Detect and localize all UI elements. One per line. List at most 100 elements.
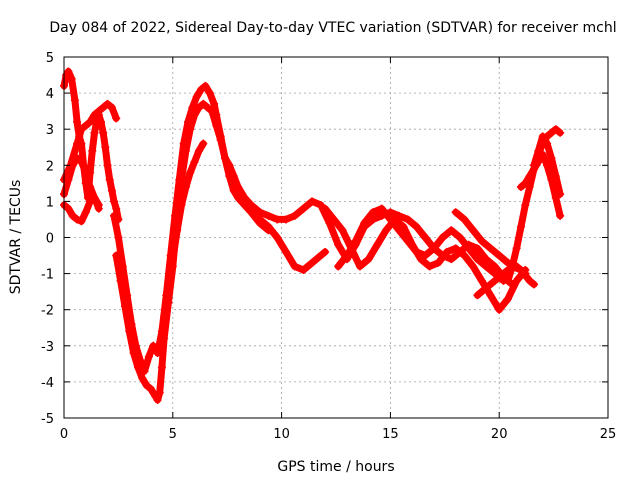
data-point-marker: [499, 269, 508, 278]
data-point-marker: [201, 81, 210, 90]
data-point-marker: [321, 204, 330, 213]
data-point-marker: [399, 222, 408, 231]
data-point-marker: [464, 244, 473, 253]
data-point-marker: [90, 193, 99, 202]
series-track-7: [160, 139, 208, 321]
data-point-marker: [525, 182, 534, 191]
grid: [64, 57, 608, 418]
series-band: [321, 205, 529, 314]
data-point-marker: [234, 182, 243, 191]
y-tick-label: 0: [46, 232, 54, 247]
data-point-marker: [451, 244, 460, 253]
data-point-marker: [103, 161, 112, 170]
data-point-marker: [90, 110, 99, 119]
data-point-marker: [177, 201, 186, 210]
data-point-marker: [512, 276, 521, 285]
data-point-marker: [107, 103, 116, 112]
data-point-marker: [155, 388, 164, 397]
data-point-marker: [160, 312, 169, 321]
data-point-marker: [114, 233, 123, 242]
data-point-marker: [247, 201, 256, 210]
data-point-marker: [94, 107, 103, 116]
data-point-marker: [123, 291, 132, 300]
data-point-marker: [105, 175, 114, 184]
data-point-marker: [192, 92, 201, 101]
data-point-marker: [64, 204, 73, 213]
data-point-marker: [127, 320, 136, 329]
data-point-marker: [368, 208, 377, 217]
data-point-marker: [482, 284, 491, 293]
data-point-marker: [68, 211, 77, 220]
data-point-marker: [329, 215, 338, 224]
data-point-marker: [429, 244, 438, 253]
series-band: [110, 82, 272, 375]
data-point-marker: [181, 182, 190, 191]
data-point-marker: [88, 146, 97, 155]
data-point-marker: [186, 168, 195, 177]
data-point-marker: [421, 251, 430, 260]
data-point-marker: [264, 211, 273, 220]
data-point-marker: [86, 117, 95, 126]
data-point-marker: [503, 294, 512, 303]
series-track-15: [530, 132, 565, 199]
data-point-marker: [412, 247, 421, 256]
data-point-marker: [281, 215, 290, 224]
data-point-marker: [530, 280, 539, 289]
data-point-marker: [460, 251, 469, 260]
data-point-marker: [403, 237, 412, 246]
data-point-marker: [255, 219, 264, 228]
data-point-marker: [338, 226, 347, 235]
data-point-marker: [469, 226, 478, 235]
data-point-marker: [477, 276, 486, 285]
data-point-marker: [205, 89, 214, 98]
data-point-marker: [144, 352, 153, 361]
data-point-marker: [547, 128, 556, 137]
data-point-marker: [179, 139, 188, 148]
data-point-marker: [197, 85, 206, 94]
x-tick-label: 10: [273, 427, 290, 442]
data-point-marker: [530, 161, 539, 170]
data-point-marker: [543, 139, 552, 148]
data-point-marker: [412, 222, 421, 231]
data-point-marker: [512, 244, 521, 253]
data-point-marker: [551, 193, 560, 202]
data-point-marker: [68, 161, 77, 170]
data-point-marker: [73, 154, 82, 163]
y-tick-label: -5: [41, 412, 54, 427]
data-point-marker: [382, 226, 391, 235]
data-point-marker: [103, 99, 112, 108]
data-point-marker: [199, 99, 208, 108]
data-point-marker: [508, 262, 517, 271]
data-point-marker: [377, 204, 386, 213]
data-point-marker: [73, 215, 82, 224]
data-point-marker: [81, 121, 90, 130]
data-point-marker: [456, 233, 465, 242]
data-point-marker: [516, 265, 525, 274]
chart-title: Day 084 of 2022, Sidereal Day-to-day VTE…: [49, 20, 616, 36]
data-point-marker: [516, 182, 525, 191]
data-point-marker: [299, 265, 308, 274]
data-point-marker: [538, 132, 547, 141]
data-point-marker: [299, 204, 308, 213]
data-point-marker: [547, 154, 556, 163]
data-point-marker: [316, 251, 325, 260]
data-point-marker: [273, 215, 282, 224]
data-point-marker: [225, 161, 234, 170]
x-tick-label: 0: [60, 427, 68, 442]
series-track-6: [110, 81, 273, 376]
data-point-marker: [173, 226, 182, 235]
data-point-marker: [473, 255, 482, 264]
data-point-marker: [142, 381, 151, 390]
data-point-marker: [110, 211, 119, 220]
data-point-marker: [96, 117, 105, 126]
data-point-marker: [110, 197, 119, 206]
series-band: [160, 140, 207, 321]
data-point-marker: [395, 226, 404, 235]
data-point-marker: [140, 367, 149, 376]
axis-ticks: 0 5 10 15 20 25 -5 -4 -3 -2 -1 0 1 2 3 4 5: [41, 51, 616, 442]
data-point-marker: [434, 258, 443, 267]
y-tick-label: -1: [41, 268, 54, 283]
data-point-marker: [153, 395, 162, 404]
data-point-marker: [316, 201, 325, 210]
x-tick-label: 15: [382, 427, 399, 442]
